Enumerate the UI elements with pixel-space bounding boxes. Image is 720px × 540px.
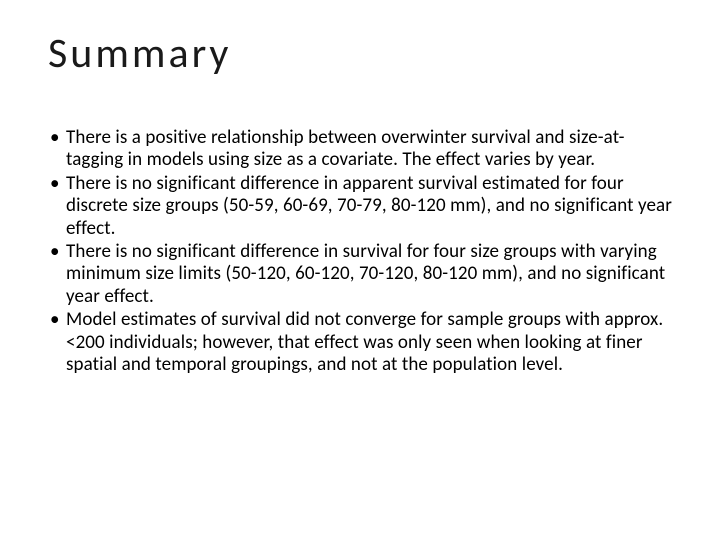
bullet-item: Model estimates of survival did not conv… xyxy=(48,309,672,376)
slide: Summary There is a positive relationship… xyxy=(0,0,720,540)
bullet-item: There is no significant difference in su… xyxy=(48,241,672,308)
bullet-list: There is a positive relationship between… xyxy=(48,127,672,376)
bullet-item: There is a positive relationship between… xyxy=(48,127,672,172)
bullet-item: There is no significant difference in ap… xyxy=(48,173,672,240)
slide-title: Summary xyxy=(48,28,672,79)
